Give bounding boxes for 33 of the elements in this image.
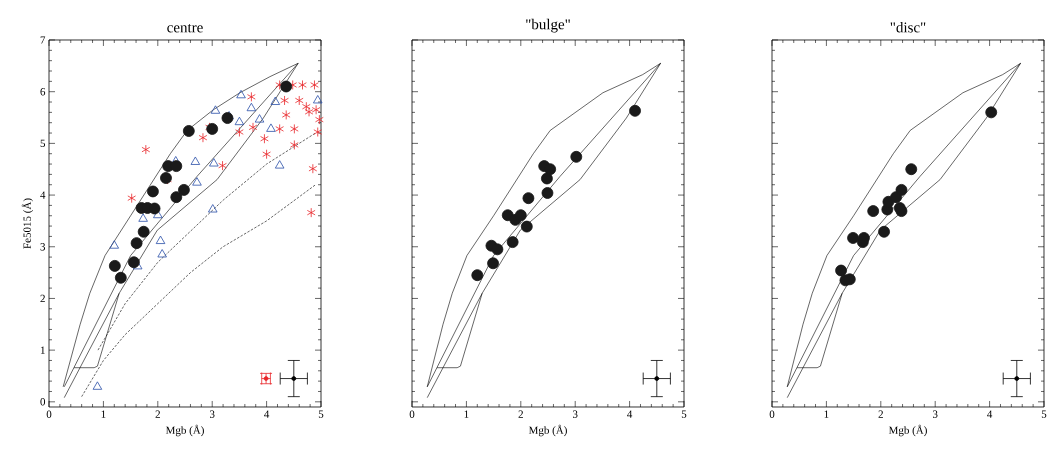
y-tick-label: 2 [40, 294, 45, 303]
x-tick-label: 3 [572, 410, 578, 418]
x-axis-title: Mgb (Å) [165, 424, 204, 437]
x-tick-label: 0 [409, 410, 415, 418]
chart-title: "disc" [890, 21, 926, 33]
y-tick-label: 3 [40, 243, 46, 251]
x-tick-label: 4 [264, 410, 270, 418]
x-tick-label: 4 [987, 410, 993, 418]
x-tick-label: 5 [1041, 410, 1047, 418]
x-tick-label: 1 [824, 410, 829, 418]
x-tick-label: 2 [518, 410, 523, 418]
x-tick-label: 0 [769, 410, 775, 418]
y-tick-label: 5 [40, 139, 46, 148]
x-tick-label: 2 [878, 410, 883, 418]
y-tick-label: 1 [40, 346, 45, 354]
x-tick-label: 0 [46, 410, 52, 418]
chart-title: "bulge" [526, 18, 570, 33]
y-tick-label: 6 [40, 88, 46, 96]
x-tick-label: 1 [101, 410, 106, 418]
y-tick-label: 0 [40, 398, 46, 406]
x-tick-label: 2 [155, 410, 160, 418]
x-tick-label: 3 [209, 410, 215, 418]
x-tick-label: 3 [932, 410, 938, 418]
x-axis-title: Mgb (Å) [888, 424, 927, 437]
x-tick-label: 5 [681, 410, 687, 418]
x-tick-label: 5 [318, 410, 324, 418]
x-tick-label: 4 [627, 410, 633, 418]
x-axis-title: Mgb (Å) [528, 424, 567, 437]
x-tick-label: 1 [464, 410, 469, 418]
y-tick-label: 4 [40, 191, 46, 199]
chart-title: centre [167, 23, 203, 33]
y-tick-label: 7 [40, 36, 46, 44]
y-axis-title: Fe5015 (Å) [21, 198, 34, 249]
